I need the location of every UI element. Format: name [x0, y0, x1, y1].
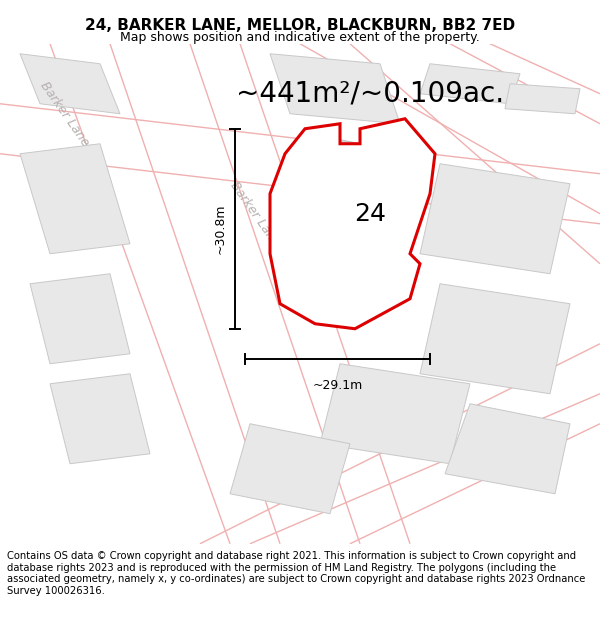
Polygon shape [420, 284, 570, 394]
Text: Barker Lane: Barker Lane [228, 179, 282, 249]
Text: Contains OS data © Crown copyright and database right 2021. This information is : Contains OS data © Crown copyright and d… [7, 551, 586, 596]
Polygon shape [420, 64, 520, 104]
Polygon shape [270, 54, 400, 124]
Polygon shape [445, 404, 570, 494]
Text: Barker Lane: Barker Lane [38, 79, 92, 149]
Polygon shape [420, 164, 570, 274]
Text: ~441m²/~0.109ac.: ~441m²/~0.109ac. [236, 80, 504, 107]
Polygon shape [30, 274, 130, 364]
Text: ~30.8m: ~30.8m [214, 204, 227, 254]
Polygon shape [50, 374, 150, 464]
Polygon shape [505, 84, 580, 114]
Polygon shape [270, 119, 435, 329]
Polygon shape [320, 139, 385, 264]
Text: 24: 24 [354, 202, 386, 226]
Text: ~29.1m: ~29.1m [313, 379, 362, 392]
Polygon shape [20, 54, 120, 114]
Polygon shape [320, 364, 470, 464]
Polygon shape [230, 424, 350, 514]
Text: Map shows position and indicative extent of the property.: Map shows position and indicative extent… [120, 31, 480, 44]
Text: 24, BARKER LANE, MELLOR, BLACKBURN, BB2 7ED: 24, BARKER LANE, MELLOR, BLACKBURN, BB2 … [85, 18, 515, 32]
Polygon shape [20, 144, 130, 254]
